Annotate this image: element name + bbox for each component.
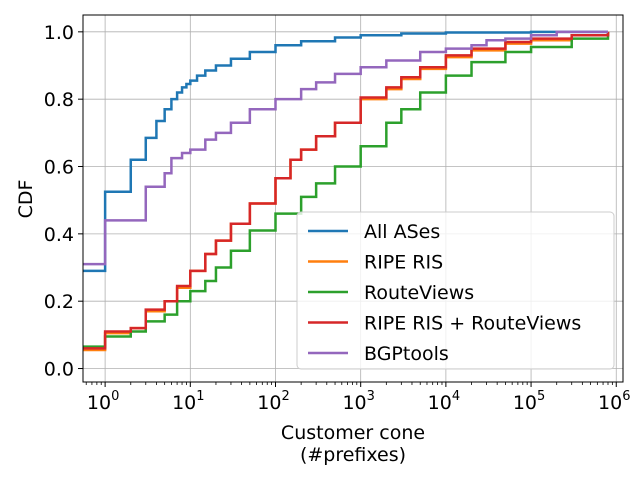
y-tick-label: 0.8	[44, 89, 74, 111]
y-tick-label: 0.6	[44, 157, 74, 179]
legend-box	[296, 211, 615, 370]
y-axis-label: CDF	[15, 180, 37, 219]
y-tick-label: 0.0	[44, 359, 74, 381]
plot-frame	[82, 14, 624, 383]
x-tick-label: 105	[513, 389, 545, 414]
legend-label: BGPtools	[364, 343, 449, 365]
series-line-2	[83, 31, 610, 348]
y-tick-label: 0.2	[44, 291, 74, 313]
legend: All ASes RIPE RIS RouteViews RIPE RIS + Rou…	[296, 211, 615, 370]
x-tick-label: 100	[87, 389, 119, 414]
legend-label: All ASes	[364, 221, 440, 243]
legend-label: RIPE RIS	[364, 252, 443, 274]
legend-label: RouteViews	[364, 282, 474, 304]
y-tick-label: 0.4	[44, 224, 74, 246]
x-tick-label: 104	[428, 389, 460, 414]
x-axis-label: Customer cone	[281, 422, 425, 444]
x-axis-label-units: (#prefixes)	[300, 444, 406, 466]
y-axis-ticks: 0.0 0.2 0.4 0.6 0.8 1.0	[44, 22, 83, 381]
series-line-4	[83, 30, 608, 266]
x-tick-label: 106	[598, 389, 630, 414]
series-lines	[83, 30, 610, 352]
x-axis-ticks: 100 101 102 103 104 105 106	[85, 382, 630, 414]
series-line-3	[83, 31, 610, 350]
x-tick-label: 101	[172, 389, 204, 414]
legend-label: RIPE RIS + RouteViews	[364, 313, 581, 335]
series-line-0	[83, 30, 608, 273]
x-tick-label: 102	[257, 389, 289, 414]
y-tick-label: 1.0	[44, 22, 74, 44]
x-tick-label: 103	[342, 389, 374, 414]
